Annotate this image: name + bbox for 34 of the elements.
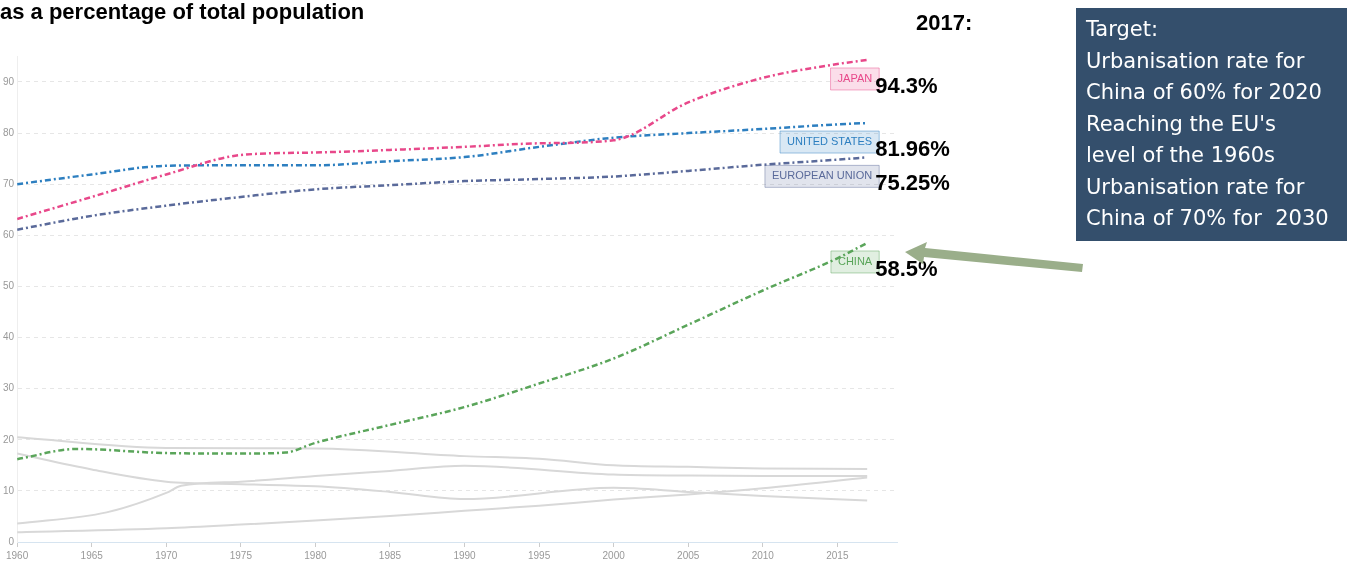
x-tick-label: 1975 (229, 549, 253, 561)
series-label: EUROPEAN UNION (771, 169, 873, 182)
y-tick-label: 60 (3, 229, 15, 241)
data-label: 75.25% (875, 170, 950, 196)
x-tick-label: 2010 (751, 549, 775, 561)
y-tick-label: 0 (8, 535, 15, 547)
x-tick-label: 2000 (602, 549, 626, 561)
y-tick-label: 20 (3, 433, 15, 445)
series-label: UNITED STATES (787, 135, 873, 148)
text: 2017: (916, 10, 973, 36)
chart-title: as a percentage of total population (0, 0, 365, 25)
data-label: 94.3% (875, 73, 938, 99)
y-tick-label: 40 (3, 331, 15, 343)
text: Target: Urbanisation rate for China of 60% for 2020 Reaching the EU's level of the 1960s Urbanisation rate for China of 70% for 2030 (1076, 8, 1347, 241)
x-tick-label: 1980 (304, 549, 327, 561)
y-tick-label: 80 (3, 126, 15, 138)
x-tick-label: 1995 (527, 549, 551, 561)
data-label: 81.96% (875, 136, 950, 162)
x-tick-label: 1990 (453, 549, 477, 561)
y-tick-label: 90 (3, 75, 15, 87)
y-tick-label: 30 (3, 382, 15, 394)
data-label: 58.5% (875, 256, 938, 282)
series-label: JAPAN (837, 72, 873, 85)
y-tick-label: 10 (3, 484, 15, 496)
x-tick-label: 1985 (378, 549, 402, 561)
y-tick-label: 70 (3, 177, 15, 189)
x-tick-label: 2005 (677, 549, 700, 561)
y-tick-label: 50 (3, 280, 15, 292)
x-tick-label: 1965 (80, 549, 104, 561)
x-tick-label: 2015 (826, 549, 849, 561)
series-label: CHINA (837, 255, 873, 267)
line-series (17, 436, 869, 470)
x-tick-label: 1970 (155, 549, 178, 561)
x-tick-label: 1960 (6, 549, 29, 561)
